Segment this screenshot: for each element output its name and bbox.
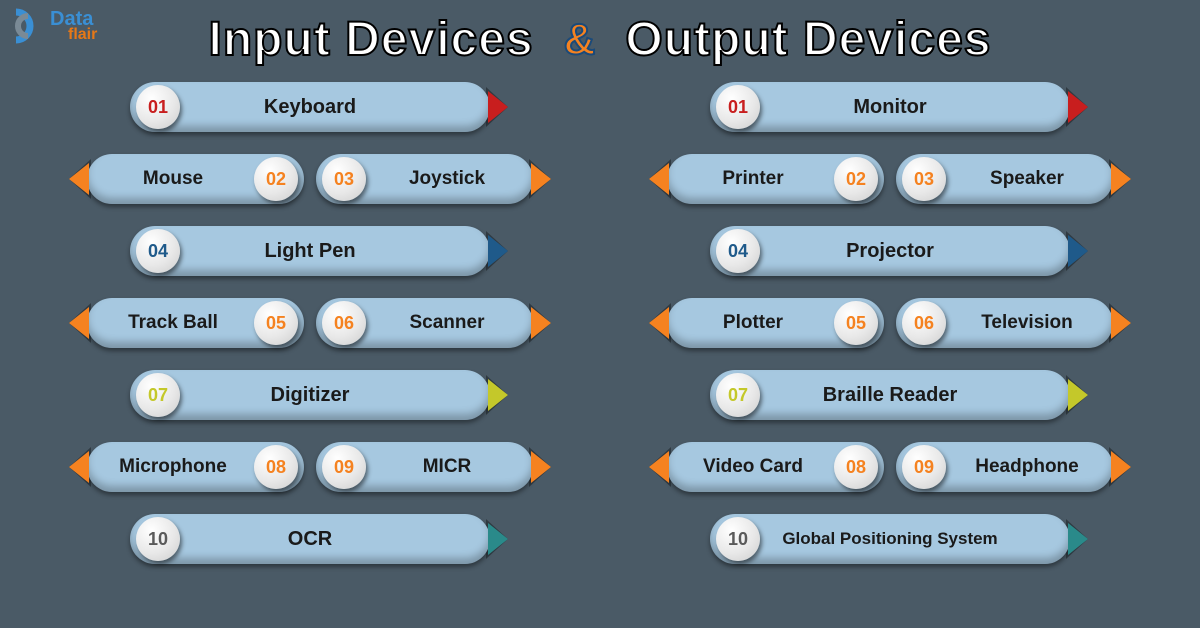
- badge-8: 08: [834, 445, 878, 489]
- output-item-1: 01 Monitor: [710, 82, 1070, 132]
- label-digitizer: Digitizer: [130, 385, 490, 406]
- input-item-8: Microphone 08: [87, 442, 304, 492]
- badge-3: 03: [902, 157, 946, 201]
- badge-3: 03: [322, 157, 366, 201]
- input-item-5: Track Ball 05: [87, 298, 304, 348]
- output-item-6: 06 Television: [896, 298, 1113, 348]
- arrow-icon: [1111, 307, 1131, 339]
- title-output: Output Devices: [625, 12, 991, 67]
- badge-8: 08: [254, 445, 298, 489]
- input-item-7: 07 Digitizer: [130, 370, 490, 420]
- label-monitor: Monitor: [710, 97, 1070, 118]
- logo: Data flair: [10, 8, 97, 44]
- badge-1: 01: [136, 85, 180, 129]
- input-item-10: 10 OCR: [130, 514, 490, 564]
- label-gps: Global Positioning System: [710, 530, 1070, 548]
- arrow-icon: [69, 163, 89, 195]
- badge-6: 06: [902, 301, 946, 345]
- badge-10: 10: [716, 517, 760, 561]
- label-keyboard: Keyboard: [130, 97, 490, 118]
- arrow-icon: [531, 307, 551, 339]
- badge-2: 02: [254, 157, 298, 201]
- badge-4: 04: [716, 229, 760, 273]
- input-item-3: 03 Joystick: [316, 154, 533, 204]
- arrow-icon: [488, 91, 508, 123]
- badge-10: 10: [136, 517, 180, 561]
- badge-9: 09: [902, 445, 946, 489]
- output-item-9: 09 Headphone: [896, 442, 1113, 492]
- output-item-2: Printer 02: [667, 154, 884, 204]
- arrow-icon: [1068, 235, 1088, 267]
- arrow-icon: [649, 451, 669, 483]
- badge-9: 09: [322, 445, 366, 489]
- output-item-8: Video Card 08: [667, 442, 884, 492]
- label-braille: Braille Reader: [710, 385, 1070, 406]
- arrow-icon: [531, 163, 551, 195]
- arrow-icon: [488, 379, 508, 411]
- input-item-2: Mouse 02: [87, 154, 304, 204]
- title-input: Input Devices: [209, 12, 534, 67]
- input-item-1: 01 Keyboard: [130, 82, 490, 132]
- input-item-4: 04 Light Pen: [130, 226, 490, 276]
- arrow-icon: [649, 307, 669, 339]
- output-item-3: 03 Speaker: [896, 154, 1113, 204]
- logo-icon: [10, 8, 46, 44]
- badge-7: 07: [716, 373, 760, 417]
- arrow-icon: [1111, 163, 1131, 195]
- badge-6: 06: [322, 301, 366, 345]
- output-column: 01 Monitor Printer 02 03 Speaker 04 Proj…: [645, 82, 1135, 564]
- input-column: 01 Keyboard Mouse 02 03 Joystick 04 Ligh…: [65, 82, 555, 564]
- header: Input Devices & Output Devices: [0, 0, 1200, 67]
- arrow-icon: [1068, 523, 1088, 555]
- arrow-icon: [1068, 91, 1088, 123]
- badge-4: 04: [136, 229, 180, 273]
- badge-5: 05: [254, 301, 298, 345]
- input-item-6: 06 Scanner: [316, 298, 533, 348]
- output-item-7: 07 Braille Reader: [710, 370, 1070, 420]
- badge-7: 07: [136, 373, 180, 417]
- arrow-icon: [488, 235, 508, 267]
- arrow-icon: [69, 451, 89, 483]
- label-lightpen: Light Pen: [130, 241, 490, 262]
- arrow-icon: [531, 451, 551, 483]
- input-item-9: 09 MICR: [316, 442, 533, 492]
- arrow-icon: [1068, 379, 1088, 411]
- output-item-10: 10 Global Positioning System: [710, 514, 1070, 564]
- badge-5: 05: [834, 301, 878, 345]
- arrow-icon: [69, 307, 89, 339]
- badge-1: 01: [716, 85, 760, 129]
- title-ampersand: &: [564, 15, 596, 65]
- output-item-4: 04 Projector: [710, 226, 1070, 276]
- label-ocr: OCR: [130, 529, 490, 550]
- arrow-icon: [488, 523, 508, 555]
- arrow-icon: [1111, 451, 1131, 483]
- arrow-icon: [649, 163, 669, 195]
- output-item-5: Plotter 05: [667, 298, 884, 348]
- logo-text-flair: flair: [68, 27, 97, 43]
- label-projector: Projector: [710, 241, 1070, 262]
- badge-2: 02: [834, 157, 878, 201]
